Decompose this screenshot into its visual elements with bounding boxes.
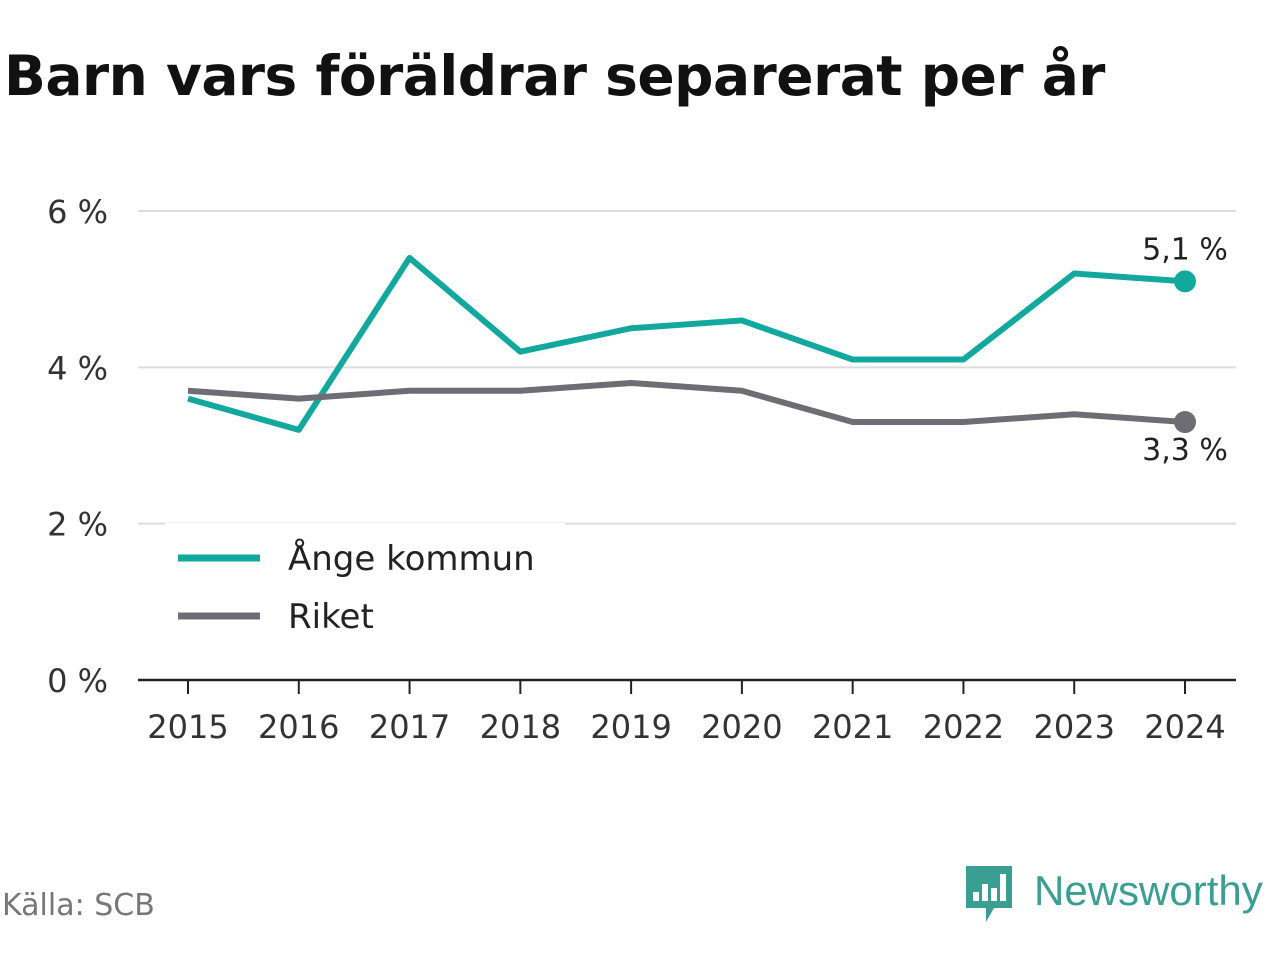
x-tick-label: 2016 — [258, 708, 339, 746]
x-tick-label: 2015 — [147, 708, 228, 746]
x-tick-label: 2020 — [701, 708, 782, 746]
x-tick-label: 2017 — [369, 708, 450, 746]
x-tick-label: 2024 — [1144, 708, 1225, 746]
series-line — [187, 379, 1186, 426]
end-value-label: 5,1 % — [1142, 232, 1228, 267]
legend-background — [165, 523, 565, 643]
series-end-point — [1174, 411, 1196, 434]
y-tick-label: 2 % — [47, 506, 108, 544]
x-tick-label: 2019 — [590, 708, 671, 746]
x-tick-label: 2023 — [1034, 708, 1115, 746]
chart-title: Barn vars föräldrar separerat per år — [4, 44, 1105, 108]
y-tick-label: 4 % — [47, 349, 108, 387]
x-tick-label: 2018 — [480, 708, 561, 746]
source-note: Källa: SCB — [2, 888, 155, 923]
legend-label: Riket — [288, 597, 374, 637]
x-tick-label: 2022 — [923, 708, 1004, 746]
series-lines — [187, 254, 1196, 434]
end-labels: 5,1 % 3,3 % — [1142, 232, 1228, 468]
series-line — [187, 254, 1186, 433]
brand-name: Newsworthy — [1034, 867, 1263, 914]
brand-logo: Newsworthy — [964, 864, 1263, 924]
end-value-label: 3,3 % — [1142, 433, 1228, 468]
legend: Ånge kommun Riket — [165, 523, 565, 643]
y-tick-label: 0 % — [47, 662, 108, 700]
x-tick-label: 2021 — [812, 708, 893, 746]
x-axis-ticks: 2015 2016 2017 2018 2019 2020 2021 2022 2023 2024 — [147, 680, 1226, 746]
y-axis-ticks: 0 % 2 % 4 % 6 % — [47, 193, 108, 700]
newsworthy-logo-icon — [966, 866, 1012, 922]
series-end-point — [1174, 270, 1196, 293]
y-tick-label: 6 % — [47, 193, 108, 231]
legend-label: Ånge kommun — [288, 538, 535, 579]
